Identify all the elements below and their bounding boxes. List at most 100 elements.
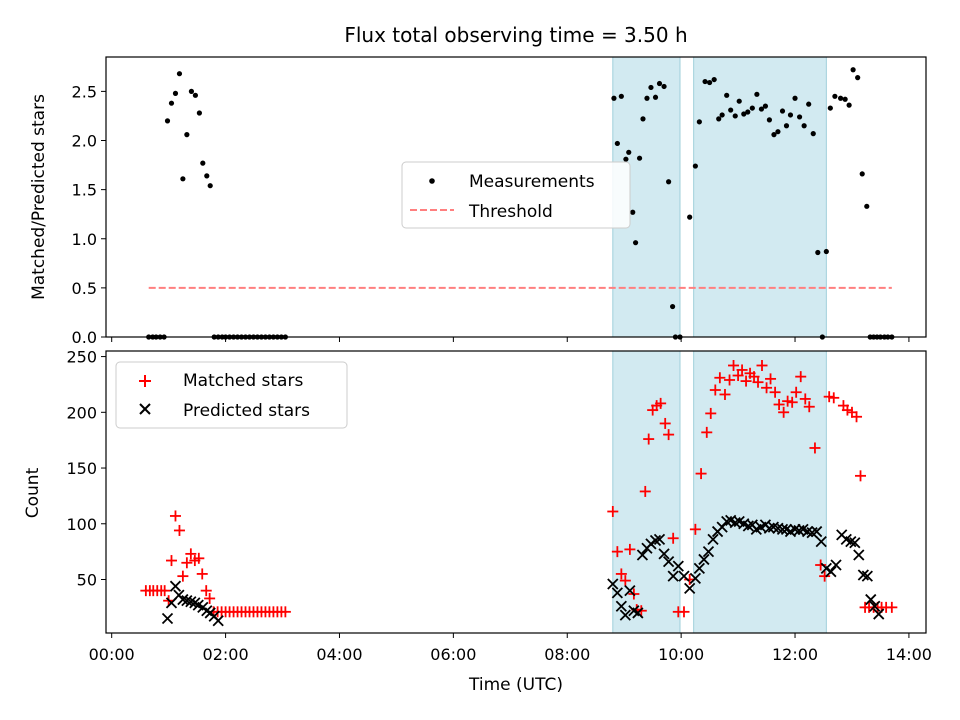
matched-star-point	[803, 401, 815, 413]
observing-window	[693, 350, 827, 634]
top-y-axis-tick-label: 2.5	[72, 82, 97, 101]
predicted-star-point	[811, 525, 823, 538]
predicted-star-point	[869, 600, 881, 612]
matched-star-point	[607, 506, 619, 518]
predicted-stars-series	[161, 514, 885, 627]
top-y-axis: 0.0 0.5 1.0 1.5 2.0 2.5	[72, 82, 106, 347]
matched-star-point	[724, 374, 736, 386]
matched-star-point	[159, 585, 171, 597]
measurement-point	[176, 71, 183, 77]
bottom-x-axis-tick-label: 10:00	[658, 645, 704, 664]
matched-star-point	[786, 396, 798, 408]
measurement-point	[618, 93, 624, 99]
measurement-point	[732, 113, 738, 119]
measurement-point	[745, 109, 751, 115]
predicted-star-point	[672, 560, 684, 572]
measurement-point	[652, 94, 659, 100]
measurement-point	[724, 92, 730, 98]
matched-star-point	[855, 470, 867, 482]
matched-star-point	[667, 532, 679, 544]
bottom-plot-frame	[105, 350, 927, 634]
measurement-point	[702, 78, 708, 85]
matched-star-point	[196, 568, 208, 580]
measurement-point	[775, 129, 781, 135]
measurement-point	[864, 203, 870, 209]
matched-star-point	[778, 406, 790, 418]
measurement-point	[758, 106, 765, 112]
bottom-y-axis-tick-label: 150	[66, 459, 97, 478]
bottom-y-axis-tick-label: 250	[66, 348, 97, 367]
measurement-point	[180, 176, 186, 182]
predicted-star-point	[653, 533, 666, 546]
predicted-star-point	[169, 580, 182, 592]
matched-star-point	[624, 543, 636, 555]
chart-title: Flux total observing time = 3.50 h	[344, 23, 687, 47]
x-axis-label: Time (UTC)	[468, 675, 563, 695]
measurement-point	[823, 248, 829, 255]
bottom-x-axis-tick-label: 02:00	[203, 645, 249, 664]
matched-star-point	[615, 568, 627, 580]
predicted-star-point	[615, 600, 627, 612]
measurement-point	[771, 132, 777, 138]
bottom-y-axis-tick-label: 50	[77, 570, 97, 589]
measurement-point	[815, 249, 821, 256]
measurement-point	[636, 155, 643, 161]
predicted-star-point	[161, 612, 174, 625]
measurement-point	[626, 149, 632, 155]
measurement-point	[707, 79, 713, 86]
bottom-legend-box	[115, 361, 348, 429]
bottom-panel: 50 100 150 200 250 00:00 02:00 04:00 06:00 08:00…	[23, 348, 932, 695]
matched-star-point	[173, 524, 185, 536]
matched-star-point	[200, 585, 212, 597]
matched-star-point	[709, 384, 721, 396]
legend-measurements-marker	[429, 178, 435, 184]
measurement-point	[792, 95, 798, 101]
measurement-point	[669, 303, 676, 310]
measurement-point	[614, 140, 620, 147]
measurement-point	[796, 114, 803, 120]
measurement-point	[204, 173, 210, 179]
predicted-star-point	[857, 569, 869, 581]
measurement-point	[810, 131, 816, 137]
matched-star-point	[752, 376, 764, 388]
measurement-point	[200, 160, 206, 166]
predicted-star-point	[212, 615, 224, 627]
bottom-x-axis-tick-label: 00:00	[89, 645, 135, 664]
bottom-x-axis: 00:00 02:00 04:00 06:00 08:00 10:00 12:00 14:00	[89, 633, 932, 664]
measurement-point	[692, 163, 698, 169]
predicted-star-point	[707, 533, 719, 546]
top-x-axis	[111, 337, 910, 342]
matched-star-point	[659, 417, 671, 429]
bottom-x-axis-tick-label: 14:00	[886, 645, 932, 664]
measurement-point	[184, 132, 190, 138]
legend-predicted-label: Predicted stars	[183, 401, 310, 421]
measurement-point	[783, 123, 790, 129]
matched-star-point	[185, 548, 197, 560]
observing-window	[693, 56, 827, 338]
predicted-star-point	[776, 523, 789, 535]
measurement-point	[855, 75, 861, 81]
matched-star-point	[732, 370, 744, 382]
bottom-x-axis-tick-label: 04:00	[316, 645, 362, 664]
matched-star-point	[165, 555, 177, 567]
measurement-point	[749, 105, 755, 111]
matched-star-point	[701, 426, 713, 438]
top-y-axis-label: Matched/Predicted stars	[29, 94, 49, 300]
predicted-star-point	[185, 596, 197, 608]
predicted-star-point	[619, 609, 631, 621]
matched-star-point	[204, 592, 216, 604]
measurement-point	[779, 108, 786, 114]
predicted-star-point	[649, 534, 662, 547]
measurement-point	[859, 171, 865, 177]
matched-star-point	[695, 468, 707, 480]
predicted-star-point	[861, 570, 873, 582]
matched-star-point	[765, 373, 777, 385]
matched-star-point	[809, 442, 821, 454]
predicted-star-point	[636, 549, 649, 561]
legend-predicted-marker	[139, 403, 151, 415]
matched-star-point	[689, 523, 701, 535]
measurement-point	[666, 179, 672, 185]
matched-star-point	[828, 392, 840, 404]
top-legend-box	[401, 161, 631, 229]
